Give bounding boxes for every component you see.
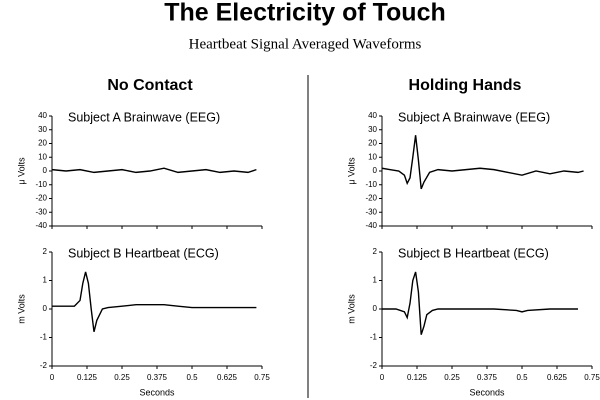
x-tick-label: 0.125 — [77, 373, 98, 382]
y-tick-label: 2 — [373, 247, 378, 256]
y-axis-label: μ Volts — [16, 157, 26, 185]
line-series — [382, 271, 578, 335]
y-tick-label: 20 — [38, 139, 47, 148]
x-tick-label: 0.625 — [217, 373, 238, 382]
y-tick-label: 10 — [38, 152, 47, 161]
column-title: No Contact — [107, 77, 193, 94]
y-tick-label: -1 — [370, 333, 378, 342]
y-tick-label: 10 — [368, 152, 377, 161]
y-tick-label: 30 — [368, 125, 377, 134]
y-tick-label: 0 — [373, 304, 378, 313]
y-tick-label: -2 — [370, 361, 378, 370]
y-tick-label: -40 — [365, 221, 377, 230]
chart-title: Subject B Heartbeat (ECG) — [398, 246, 549, 260]
chart-title: Subject B Heartbeat (ECG) — [68, 246, 219, 260]
column-title: Holding Hands — [409, 77, 522, 94]
x-axis-label: Seconds — [469, 387, 505, 397]
y-tick-label: 40 — [38, 111, 47, 120]
chart-title: Subject A Brainwave (EEG) — [68, 110, 220, 124]
figure-title: The Electricity of Touch — [164, 0, 446, 27]
y-tick-label: 30 — [38, 125, 47, 134]
x-tick-label: 0.5 — [516, 373, 528, 382]
y-tick-label: -20 — [365, 194, 377, 203]
y-tick-label: 0 — [43, 304, 48, 313]
y-tick-label: 20 — [368, 139, 377, 148]
y-tick-label: 40 — [368, 111, 377, 120]
line-series — [52, 271, 257, 332]
y-tick-label: 2 — [43, 247, 48, 256]
x-tick-label: 0.25 — [114, 373, 130, 382]
x-axis-label: Seconds — [139, 387, 175, 397]
x-tick-label: 0.125 — [407, 373, 428, 382]
y-tick-label: -30 — [35, 207, 47, 216]
y-tick-label: -20 — [35, 194, 47, 203]
line-series — [381, 135, 584, 190]
y-tick-label: 0 — [43, 166, 48, 175]
x-tick-label: 0.375 — [477, 373, 498, 382]
y-tick-label: -10 — [35, 180, 47, 189]
y-tick-label: -10 — [365, 180, 377, 189]
x-tick-label: 0.75 — [254, 373, 270, 382]
y-axis-label: m Volts — [346, 294, 356, 324]
y-axis-label: m Volts — [16, 294, 26, 324]
x-tick-label: 0.625 — [547, 373, 568, 382]
y-tick-label: -40 — [35, 221, 47, 230]
y-tick-label: 1 — [373, 276, 378, 285]
x-tick-label: 0.5 — [186, 373, 198, 382]
x-tick-label: 0.75 — [584, 373, 600, 382]
x-tick-label: 0.375 — [147, 373, 168, 382]
y-tick-label: 0 — [373, 166, 378, 175]
figure-subtitle: Heartbeat Signal Averaged Waveforms — [189, 36, 422, 52]
y-tick-label: -2 — [40, 361, 48, 370]
y-tick-label: 1 — [43, 276, 48, 285]
x-tick-label: 0 — [50, 373, 55, 382]
chart-title: Subject A Brainwave (EEG) — [398, 110, 550, 124]
y-tick-label: -30 — [365, 207, 377, 216]
x-tick-label: 0.25 — [444, 373, 460, 382]
line-series — [51, 167, 257, 174]
y-tick-label: -1 — [40, 333, 48, 342]
y-axis-label: μ Volts — [346, 157, 356, 185]
x-tick-label: 0 — [380, 373, 385, 382]
